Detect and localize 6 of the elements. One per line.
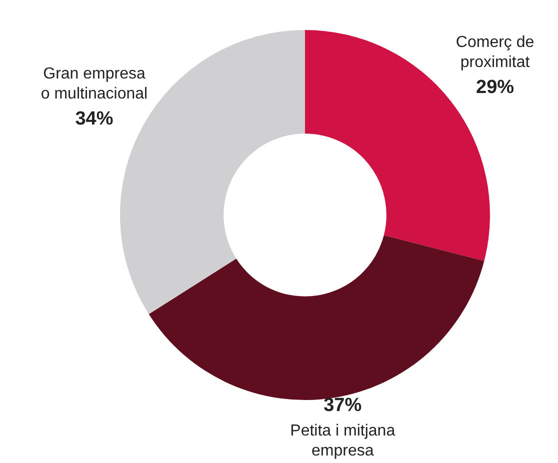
data-label: 34% [75,108,114,130]
slice-label: Petita i mitjana empresa [290,422,396,460]
slice-label: Gran empresa o multinacional [40,66,148,103]
data-label: 37% [324,395,362,416]
slice-label: Comerç de proximitat [456,34,534,71]
data-label: 29% [476,76,514,98]
